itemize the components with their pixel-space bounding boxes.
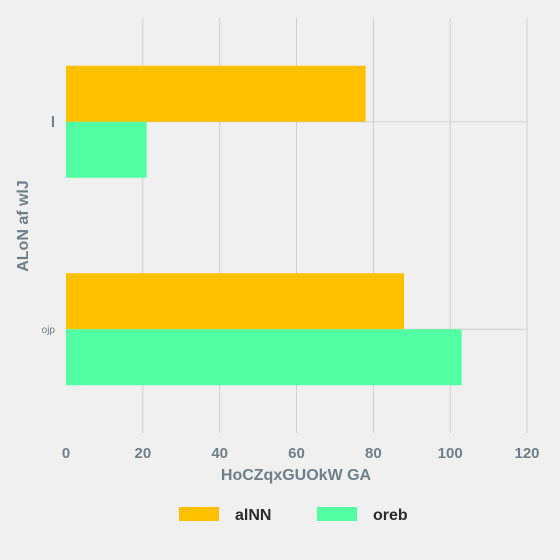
x-tick-label: 60 [288,445,305,462]
x-tick-label: 0 [62,445,70,462]
legend-swatch [179,507,219,521]
legend-label: alNN [235,507,271,524]
x-tick-label: 100 [438,445,463,462]
x-axis-title: HoCZqxGUOkW GA [221,467,372,484]
y-axis-categories: l ojp [42,114,56,336]
bar [66,121,147,178]
x-tick-label: 120 [514,445,539,462]
bar [66,329,462,386]
x-tick-label: 20 [134,445,151,462]
legend-swatch [317,507,357,521]
bar [66,273,405,330]
y-category-label: ojp [42,325,56,336]
legend: alNN oreb [179,507,408,524]
x-tick-label: 80 [365,445,382,462]
x-axis-ticks: 0 20 40 60 80 100 120 [62,445,540,462]
bar [66,65,366,122]
y-category-label: l [51,114,55,131]
x-tick-label: 40 [211,445,228,462]
y-axis-title: ALoN af wlJ [15,180,32,272]
legend-label: oreb [373,507,408,524]
bars [66,65,462,386]
